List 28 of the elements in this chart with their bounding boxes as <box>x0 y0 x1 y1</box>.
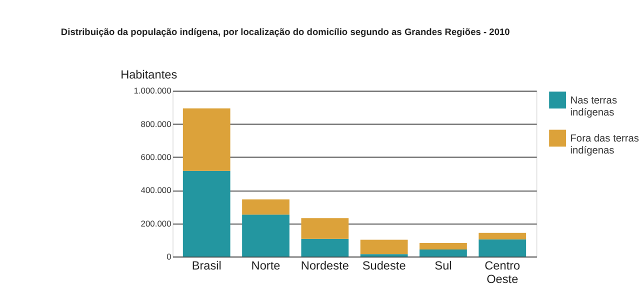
bar <box>360 254 408 257</box>
bar <box>420 249 467 257</box>
x-tick-label: Centro Oeste <box>484 258 521 286</box>
legend-label: Nas terras indígenas <box>570 95 618 118</box>
bar <box>478 232 526 240</box>
y-axis-title: Habitantes <box>120 68 178 82</box>
x-tick-label: Sudeste <box>362 258 406 273</box>
y-tick-label: 800.000 <box>140 118 172 129</box>
bar <box>301 218 349 239</box>
x-tick-label: Sul <box>434 258 452 273</box>
y-tick-label: 1.000.000 <box>134 86 172 96</box>
bar <box>182 170 230 257</box>
bar <box>242 199 290 215</box>
bar <box>478 239 526 257</box>
y-tick-label: 0 <box>166 252 172 262</box>
y-tick-label: 200.000 <box>140 218 172 228</box>
bar <box>420 243 467 250</box>
bar <box>242 214 290 257</box>
bar <box>301 238 349 257</box>
x-tick-label: Brasil <box>192 258 222 273</box>
bar <box>182 108 230 171</box>
y-tick-label: 400.000 <box>140 185 172 196</box>
chart-title: Distribuição da população indígena, por localização do domicílio segundo as Grandes Regiões - 2010 <box>60 26 510 37</box>
legend-label: Fora das terras indígenas <box>570 134 640 156</box>
bar <box>360 240 408 254</box>
x-tick-label: Norte <box>251 258 281 273</box>
y-tick-label: 600.000 <box>140 152 172 162</box>
x-tick-label: Nordeste <box>300 258 350 273</box>
